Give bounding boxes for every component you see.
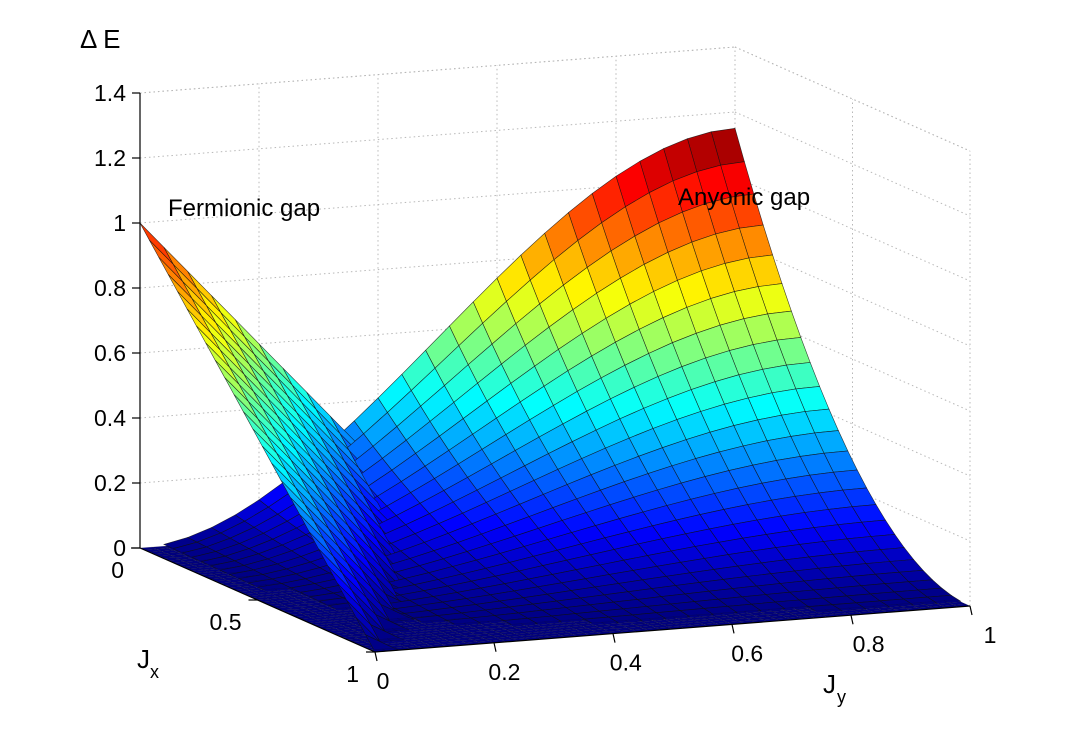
z-tick-label: 0.8	[94, 275, 126, 301]
jy-tick-mark	[969, 605, 973, 616]
z-tick-label: 0.4	[94, 405, 126, 431]
x-axis-label-subscript: y	[837, 687, 846, 707]
z-tick-label: 1	[113, 210, 126, 236]
fermionic-surface-patch	[139, 222, 174, 265]
jx-tick-label: 0.5	[210, 609, 242, 635]
jx-tick-label: 0	[111, 557, 124, 583]
anyonic-gap-annotation: Anyonic gap	[678, 184, 810, 211]
back-wall-gridline-z	[139, 176, 736, 224]
label-layer: Δ E J x J y Fermionic gap Anyonic gap	[80, 24, 846, 707]
jy-axis-line	[374, 605, 971, 653]
jy-tick-label: 0.8	[853, 631, 885, 657]
jy-tick-label: 0.2	[488, 659, 520, 685]
jy-tick-mark	[731, 624, 735, 634]
back-wall-top-edge	[139, 46, 736, 94]
jy-tick-mark	[612, 633, 616, 643]
jy-tick-label: 0.6	[731, 640, 763, 666]
jy-tick-label: 0.4	[610, 650, 642, 676]
jx-tick-label: 1	[346, 661, 359, 687]
back-wall-gridline-z	[139, 111, 736, 159]
jy-tick-mark	[850, 615, 854, 625]
jy-tick-label: 1	[984, 622, 997, 648]
x-axis-label: J	[823, 669, 836, 699]
surface-layer	[139, 127, 971, 653]
z-tick-label: 1.4	[94, 80, 126, 106]
y-axis-label: J	[137, 644, 150, 674]
z-tick-label: 0.6	[94, 340, 126, 366]
z-tick-label: 0.2	[94, 470, 126, 496]
z-axis-label: Δ E	[80, 24, 121, 54]
y-axis-label-subscript: x	[150, 662, 159, 682]
jy-tick-mark	[493, 642, 497, 652]
fermionic-gap-annotation: Fermionic gap	[168, 195, 320, 222]
axis-layer: 00.20.40.60.811.21.40 0.2 0.4 0.6 0.8 100.51	[94, 80, 996, 694]
back-wall-gridline-z	[139, 241, 736, 289]
jy-tick-mark	[374, 651, 378, 662]
jy-tick-label: 0	[377, 668, 390, 694]
z-tick-label: 1.2	[94, 145, 126, 171]
z-tick-label: 0	[113, 535, 126, 561]
